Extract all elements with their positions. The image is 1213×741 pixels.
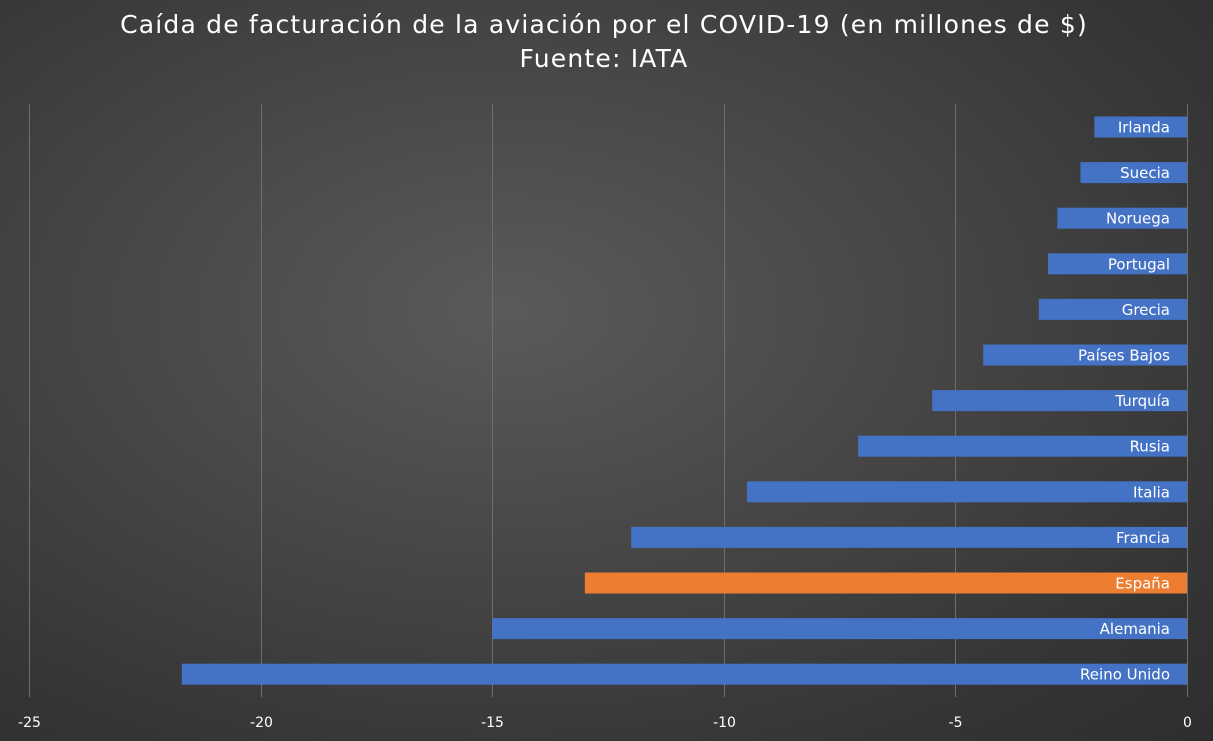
bar: [983, 344, 1187, 366]
category-label: España: [1115, 575, 1170, 593]
bar: [1057, 207, 1187, 229]
category-label: Alemania: [1100, 620, 1170, 638]
bar: [181, 663, 1187, 685]
bar: [1038, 298, 1187, 320]
category-label: Grecia: [1122, 301, 1170, 319]
bar: [858, 435, 1187, 457]
category-label: Francia: [1116, 529, 1170, 547]
bar: [746, 481, 1187, 503]
category-label: Noruega: [1106, 210, 1170, 228]
chart-title: Caída de facturación de la aviación por …: [120, 10, 1088, 39]
x-tick-label: 0: [1183, 715, 1192, 731]
bar: [492, 618, 1187, 640]
bar: [1094, 116, 1187, 138]
x-tick-label: -20: [250, 715, 273, 731]
category-label: Irlanda: [1118, 119, 1170, 137]
bar: [1080, 162, 1187, 184]
bar: [932, 390, 1187, 412]
category-label: Suecia: [1120, 164, 1170, 182]
category-label: Países Bajos: [1078, 347, 1170, 365]
chart-title-block: Caída de facturación de la aviación por …: [0, 8, 1208, 76]
category-label: Reino Unido: [1080, 666, 1170, 684]
chart-subtitle: Fuente: IATA: [519, 44, 689, 73]
category-label: Rusia: [1130, 438, 1170, 456]
bar: [1048, 253, 1187, 275]
x-tick-label: -5: [949, 715, 963, 731]
category-label: Italia: [1133, 483, 1170, 501]
x-tick-label: -15: [481, 715, 504, 731]
x-tick-label: -10: [713, 715, 736, 731]
bar: [584, 572, 1187, 594]
bar: [631, 526, 1187, 548]
x-tick-label: -25: [18, 715, 41, 731]
category-label: Turquía: [1114, 392, 1170, 410]
category-label: Portugal: [1108, 255, 1170, 273]
